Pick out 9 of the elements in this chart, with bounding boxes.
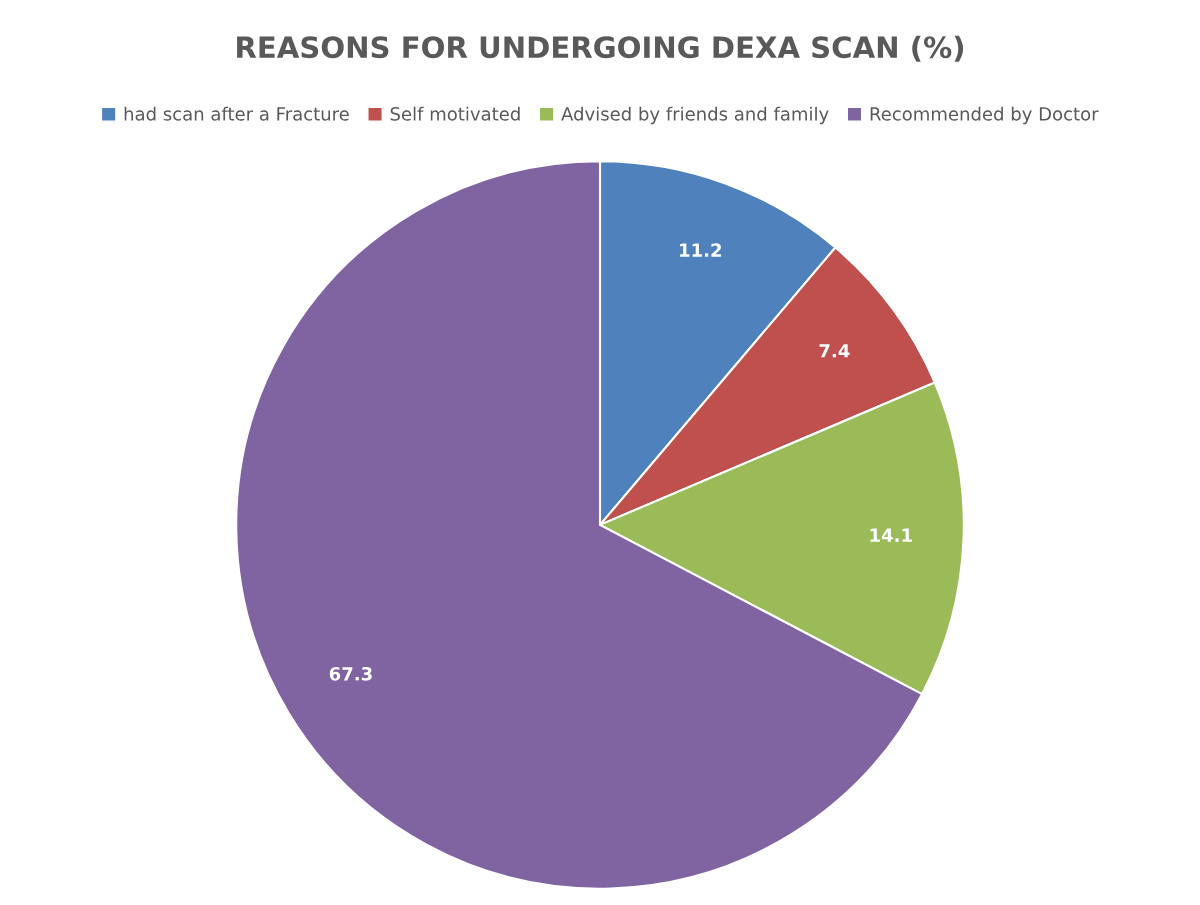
data-label: 14.1: [870, 528, 912, 542]
legend-label: Advised by friends and family: [561, 106, 829, 125]
legend-label: Recommended by Doctor: [870, 106, 1099, 125]
legend-label: had scan after a Fracture: [124, 106, 349, 121]
data-label: 11.2: [680, 243, 721, 257]
data-label: 7.4: [819, 344, 850, 358]
data-label: 67.3: [329, 666, 372, 681]
legend-label: Self motivated: [390, 106, 520, 121]
chart-title: REASONS FOR UNDERGOING DEXA SCAN (%): [237, 35, 964, 62]
